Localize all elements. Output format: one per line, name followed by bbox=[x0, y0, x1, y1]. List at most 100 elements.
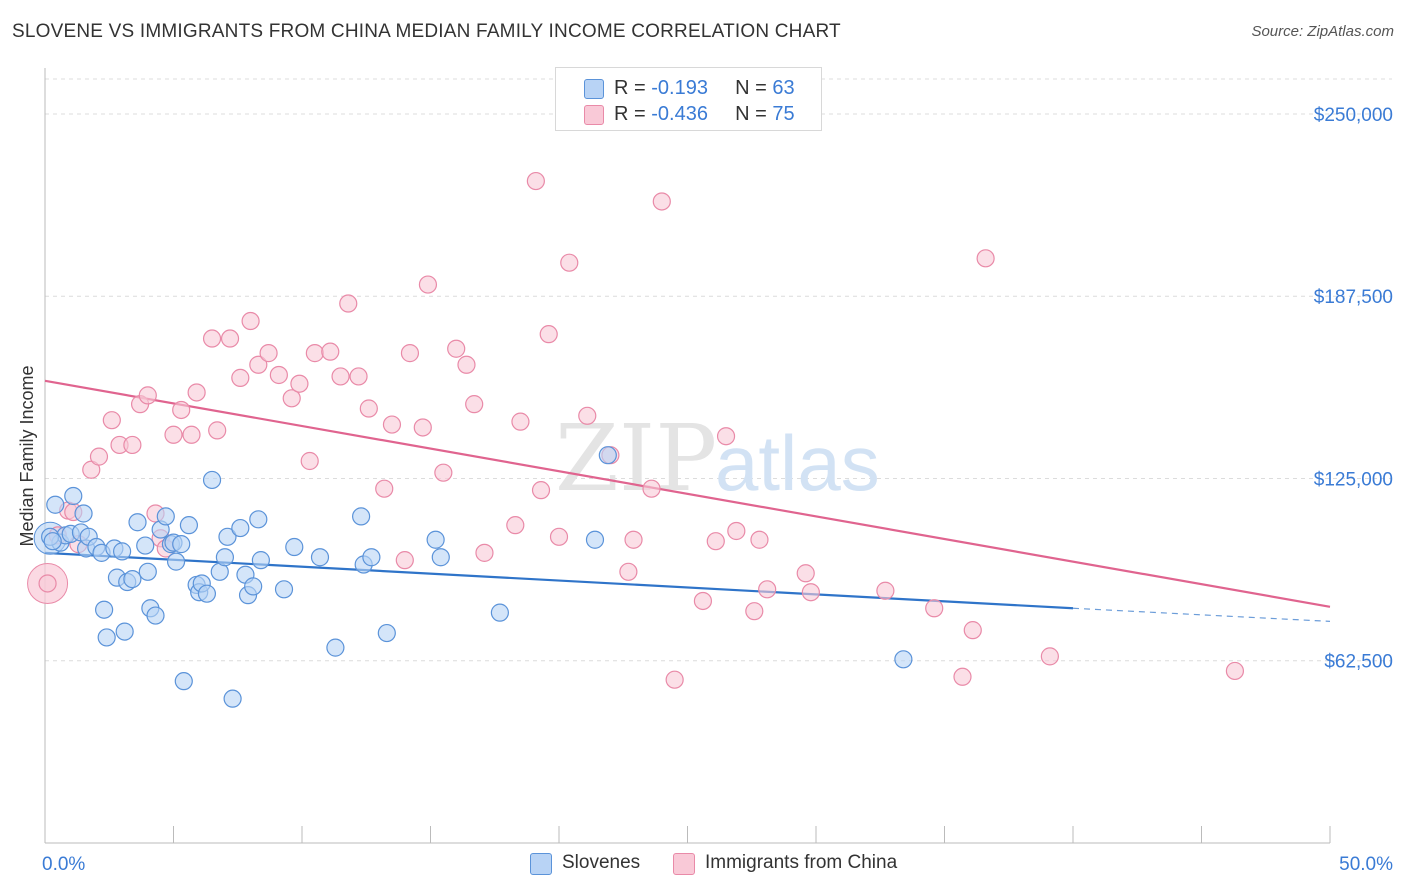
legend-n-label: N = bbox=[735, 103, 773, 125]
point-china bbox=[560, 253, 579, 272]
point-slovenes bbox=[585, 530, 605, 549]
point-slovenes bbox=[136, 536, 155, 555]
point-china bbox=[359, 399, 378, 418]
point-slovenes bbox=[352, 507, 371, 526]
legend-n-value: 75 bbox=[772, 103, 795, 125]
y-tick-labels: $62,500 $125,000 $187,500 $250,000 bbox=[1314, 105, 1393, 673]
legend-swatch-blue bbox=[584, 79, 604, 99]
point-china bbox=[434, 463, 453, 482]
point-china bbox=[375, 479, 394, 498]
point-china bbox=[172, 400, 191, 420]
point-china bbox=[801, 583, 820, 602]
point-china bbox=[642, 479, 661, 498]
point-china bbox=[400, 344, 420, 363]
point-slovenes bbox=[215, 548, 234, 567]
trend-line-slovenes bbox=[44, 551, 1074, 610]
point-slovenes bbox=[274, 580, 294, 599]
point-china bbox=[963, 621, 982, 640]
y-tick-label: $125,000 bbox=[1314, 469, 1393, 490]
point-slovenes bbox=[244, 577, 263, 596]
point-china bbox=[526, 171, 545, 191]
legend-swatch-pink bbox=[673, 853, 695, 875]
point-china bbox=[164, 425, 183, 444]
point-slovenes bbox=[598, 446, 617, 465]
point-china bbox=[38, 574, 57, 593]
point-china bbox=[750, 530, 769, 549]
point-china bbox=[1040, 647, 1059, 666]
point-china bbox=[231, 368, 250, 387]
point-slovenes bbox=[115, 622, 134, 641]
trend-line-slovenes-extrapolated bbox=[1072, 607, 1331, 622]
point-china bbox=[123, 435, 142, 455]
y-tick-label: $187,500 bbox=[1314, 287, 1393, 308]
point-slovenes bbox=[172, 535, 191, 554]
point-china bbox=[511, 412, 530, 431]
point-china bbox=[138, 386, 157, 405]
point-slovenes bbox=[223, 689, 242, 708]
point-china bbox=[953, 667, 972, 686]
axes bbox=[44, 68, 1331, 844]
point-china bbox=[578, 406, 597, 425]
point-slovenes bbox=[377, 623, 396, 643]
legend-r-label: R = bbox=[614, 77, 652, 99]
point-china bbox=[89, 447, 109, 466]
point-china bbox=[187, 383, 206, 402]
point-slovenes bbox=[64, 486, 83, 506]
point-china bbox=[475, 543, 494, 562]
y-tick-label: $250,000 bbox=[1314, 105, 1393, 126]
point-slovenes bbox=[128, 513, 147, 532]
point-china bbox=[619, 562, 638, 581]
point-slovenes bbox=[156, 507, 175, 526]
x-tick-label: 50.0% bbox=[1339, 854, 1393, 875]
point-slovenes bbox=[426, 530, 445, 549]
point-slovenes bbox=[97, 628, 116, 647]
point-china bbox=[876, 581, 895, 600]
correlation-legend: R = -0.193 N = 63 R = -0.436 N = 75 bbox=[555, 67, 822, 131]
point-china bbox=[321, 342, 340, 361]
y-axis-label: Median Family Income bbox=[17, 365, 37, 546]
point-china bbox=[182, 425, 201, 444]
point-china bbox=[349, 367, 368, 386]
point-china bbox=[531, 481, 551, 500]
point-slovenes bbox=[251, 551, 270, 570]
point-china bbox=[413, 418, 432, 437]
point-slovenes bbox=[218, 527, 237, 546]
trend-lines bbox=[44, 379, 1331, 622]
point-china bbox=[976, 249, 995, 268]
point-china bbox=[506, 516, 525, 535]
point-china bbox=[331, 367, 350, 386]
trend-line-china bbox=[44, 379, 1331, 608]
point-slovenes bbox=[202, 470, 222, 490]
legend-r-label: R = bbox=[614, 103, 652, 125]
point-slovenes bbox=[123, 569, 142, 589]
point-slovenes bbox=[179, 516, 199, 535]
point-china bbox=[716, 427, 736, 446]
point-china bbox=[282, 389, 301, 408]
point-china bbox=[208, 421, 227, 440]
point-china bbox=[1225, 661, 1245, 681]
point-slovenes bbox=[166, 552, 186, 571]
legend-swatch-blue bbox=[530, 853, 552, 875]
point-china bbox=[339, 294, 358, 313]
point-china bbox=[796, 564, 815, 583]
point-china bbox=[241, 311, 260, 331]
legend-r-value: -0.436 bbox=[651, 103, 708, 125]
point-china bbox=[652, 192, 671, 211]
y-tick-label: $62,500 bbox=[1324, 652, 1393, 673]
point-china bbox=[665, 670, 684, 689]
point-china bbox=[305, 344, 324, 363]
point-china bbox=[457, 355, 476, 374]
point-china bbox=[202, 329, 222, 348]
point-china bbox=[624, 530, 643, 549]
point-china bbox=[447, 339, 466, 358]
point-slovenes bbox=[95, 600, 114, 619]
point-china bbox=[395, 551, 414, 570]
point-slovenes bbox=[490, 603, 509, 622]
point-slovenes bbox=[197, 584, 217, 603]
chart-source: Source: ZipAtlas.com bbox=[1251, 23, 1394, 40]
point-slovenes bbox=[894, 650, 913, 669]
point-slovenes bbox=[231, 518, 250, 538]
legend-swatch-pink bbox=[584, 105, 604, 125]
point-china bbox=[249, 355, 268, 374]
